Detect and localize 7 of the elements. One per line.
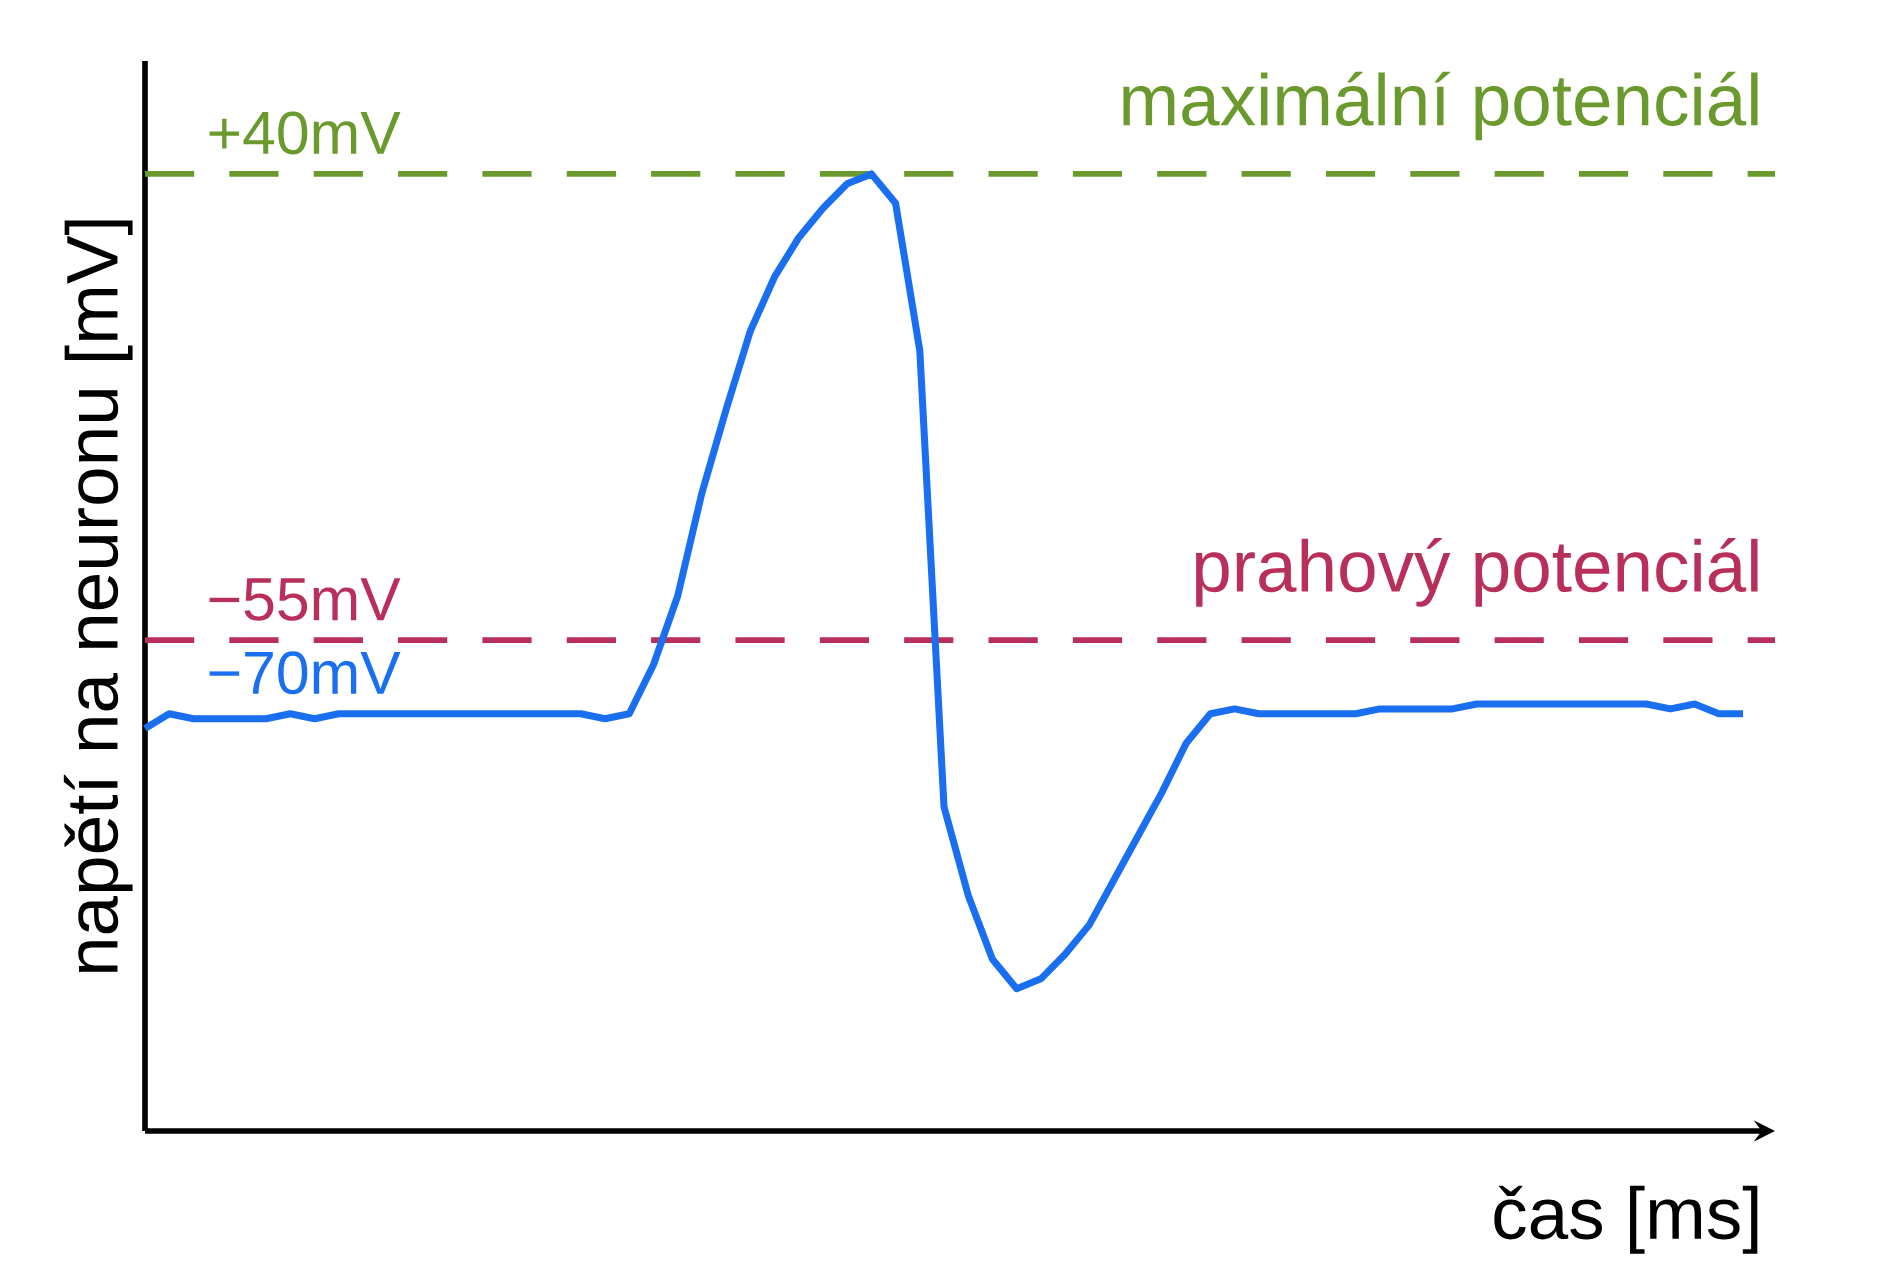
y-tick-label: −70mV <box>209 651 401 695</box>
y-tick-label: +40mV <box>209 111 401 155</box>
y-tick-label: −55mV <box>209 578 401 621</box>
ref-line-label: prahový potenciál <box>1195 537 1758 607</box>
y-axis-title: napětí na neuronu [mV] <box>63 220 133 973</box>
ref-line-label: maximální potenciál <box>1123 71 1758 141</box>
x-axis-title: čas [ms] <box>1494 1185 1758 1254</box>
